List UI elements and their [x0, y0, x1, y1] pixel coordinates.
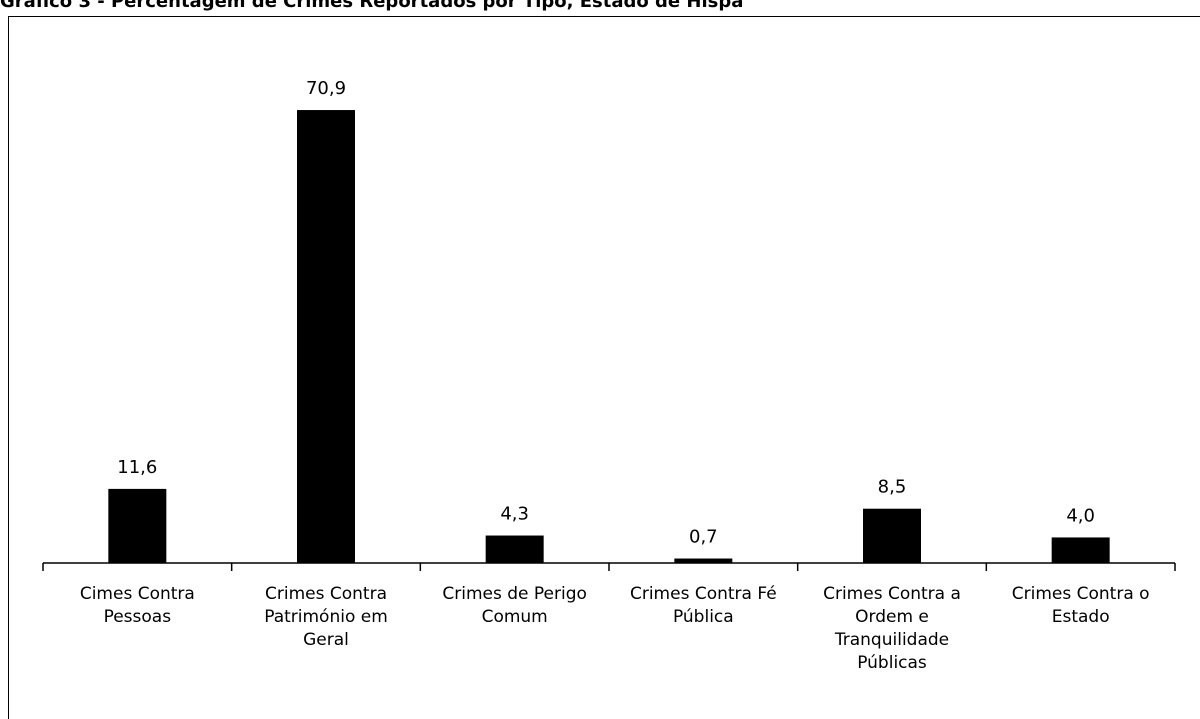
data-label: 11,6 [117, 457, 157, 478]
bar [297, 110, 355, 564]
x-tick-label: Crimes Contra a [823, 584, 961, 604]
data-label: 4,3 [500, 504, 529, 525]
x-tick-label: Pública [673, 607, 734, 627]
x-tick-label: Tranquilidade [834, 630, 949, 650]
x-tick-label: Estado [1052, 607, 1110, 627]
x-tick-label: Crimes Contra Fé [630, 584, 777, 604]
x-tick-label: Comum [482, 607, 548, 627]
x-tick-label: Crimes de Perigo [442, 584, 587, 604]
data-label: 70,9 [306, 78, 346, 99]
x-tick-label: Pessoas [104, 607, 172, 627]
data-label: 4,0 [1066, 505, 1095, 526]
bar [863, 508, 921, 563]
plot-area-border [8, 16, 1200, 719]
x-tick-label: Públicas [857, 653, 927, 673]
data-label: 8,5 [878, 477, 907, 498]
x-tick-label: Geral [303, 630, 349, 650]
x-tick-label: Crimes Contra [265, 584, 387, 604]
bar [485, 535, 544, 563]
bar [108, 488, 167, 563]
bar [1051, 537, 1110, 563]
bar [674, 558, 733, 563]
chart-title: Gráfico 3 - Percentagem de Crimes Report… [0, 0, 744, 12]
chart-title-strip: Gráfico 3 - Percentagem de Crimes Report… [0, 0, 1200, 12]
x-tick-label: Crimes Contra o [1012, 584, 1150, 604]
x-tick-label: Ordem e [855, 607, 929, 627]
x-tick-label: Património em [264, 607, 388, 627]
data-label: 0,7 [689, 527, 718, 548]
x-tick-label: Cimes Contra [80, 584, 195, 604]
